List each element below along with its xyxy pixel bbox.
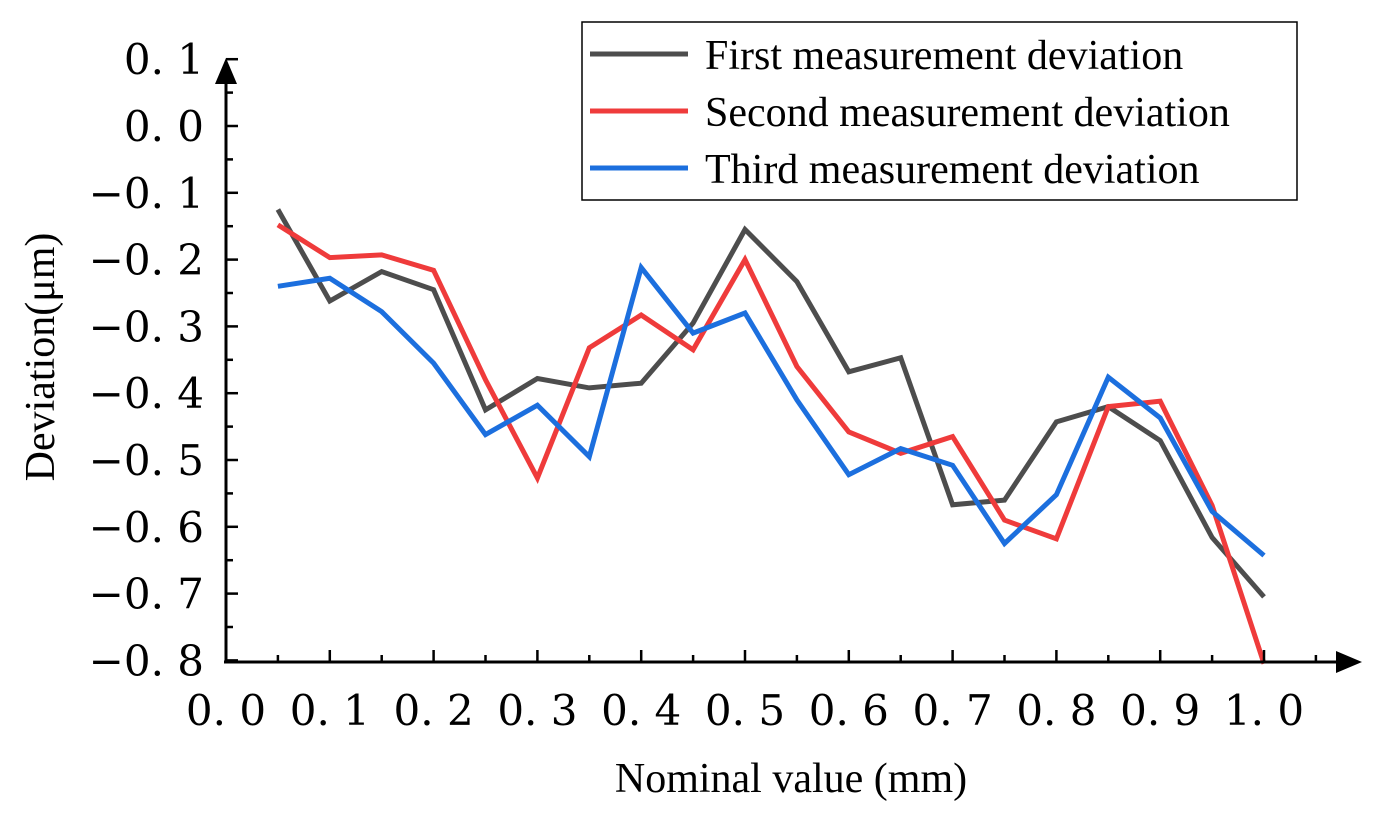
y-tick-label: −0. 3 — [89, 302, 204, 351]
legend-label-first: First measurement deviation — [705, 33, 1183, 79]
y-tick-label: −0. 5 — [89, 436, 204, 485]
series-layer — [275, 208, 1267, 665]
x-tick-label: 0. 5 — [705, 686, 785, 735]
y-tick-label: −0. 1 — [89, 169, 204, 218]
y-axis-title: Deviation(μm) — [18, 233, 64, 482]
x-tick-label: 0. 9 — [1120, 686, 1200, 735]
tick-labels: 0. 0 0. 1 0. 2 0. 3 0. 4 0. 5 0. 6 0. 7 0. 8 0. 9… — [89, 35, 1304, 735]
x-axis-arrow — [1336, 651, 1362, 673]
x-tick-label: 1. 0 — [1224, 686, 1304, 735]
legend-label-second: Second measurement deviation — [705, 90, 1230, 136]
x-tick-label: 0. 0 — [186, 686, 266, 735]
series-line-third — [277, 262, 1266, 558]
y-tick-label: −0. 6 — [89, 503, 204, 552]
y-tick-label: −0. 4 — [89, 369, 204, 418]
x-tick-label: 0. 8 — [1016, 686, 1096, 735]
x-tick-label: 0. 4 — [601, 686, 681, 735]
y-tick-label: 0. 0 — [124, 102, 204, 151]
y-tick-label: −0. 8 — [89, 636, 204, 685]
series-line-first — [275, 208, 1266, 599]
x-tick-label: 0. 6 — [809, 686, 889, 735]
x-tick-label: 0. 2 — [394, 686, 474, 735]
x-tick-label: 0. 3 — [497, 686, 577, 735]
legend-label-third: Third measurement deviation — [705, 147, 1200, 193]
legend: First measurement deviation Second measu… — [581, 21, 1298, 201]
y-tick-label: −0. 7 — [89, 570, 204, 619]
y-tick-label: −0. 2 — [89, 236, 204, 285]
y-axis-arrow — [215, 58, 237, 84]
series-line-second — [276, 222, 1267, 665]
legend-box — [581, 21, 1298, 201]
x-tick-label: 0. 1 — [290, 686, 370, 735]
x-tick-label: 0. 7 — [913, 686, 993, 735]
y-tick-label: 0. 1 — [124, 35, 204, 84]
axes — [215, 58, 1362, 673]
ticks — [224, 57, 1318, 662]
x-axis-title: Nominal value (mm) — [615, 756, 967, 802]
